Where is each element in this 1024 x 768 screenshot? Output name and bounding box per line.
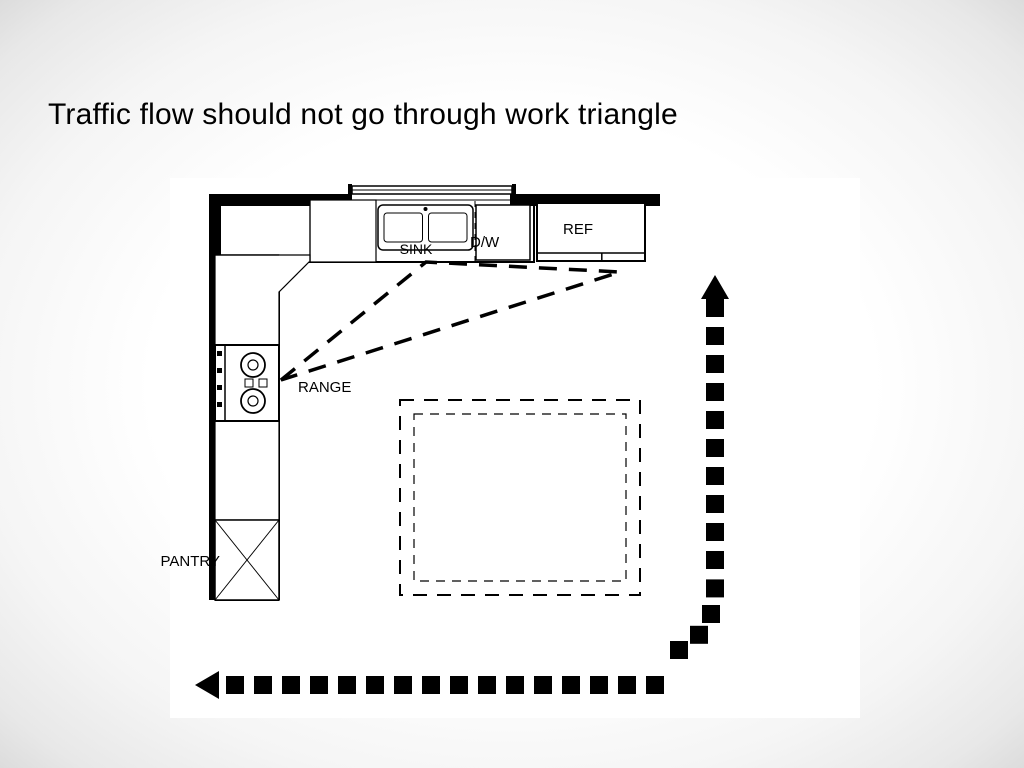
dishwasher-icon <box>476 205 530 260</box>
label-pantry: PANTRY <box>161 553 220 570</box>
label-ref: REF <box>563 221 593 238</box>
label-dw: D/W <box>470 234 500 251</box>
label-sink: SINK <box>400 241 433 257</box>
label-range: RANGE <box>298 379 351 396</box>
counter-cabinet <box>215 420 279 520</box>
kitchen-floorplan-diagram: SINK D/W REF RANGE PANTRY <box>0 0 1024 768</box>
counter-cabinet <box>310 200 376 262</box>
